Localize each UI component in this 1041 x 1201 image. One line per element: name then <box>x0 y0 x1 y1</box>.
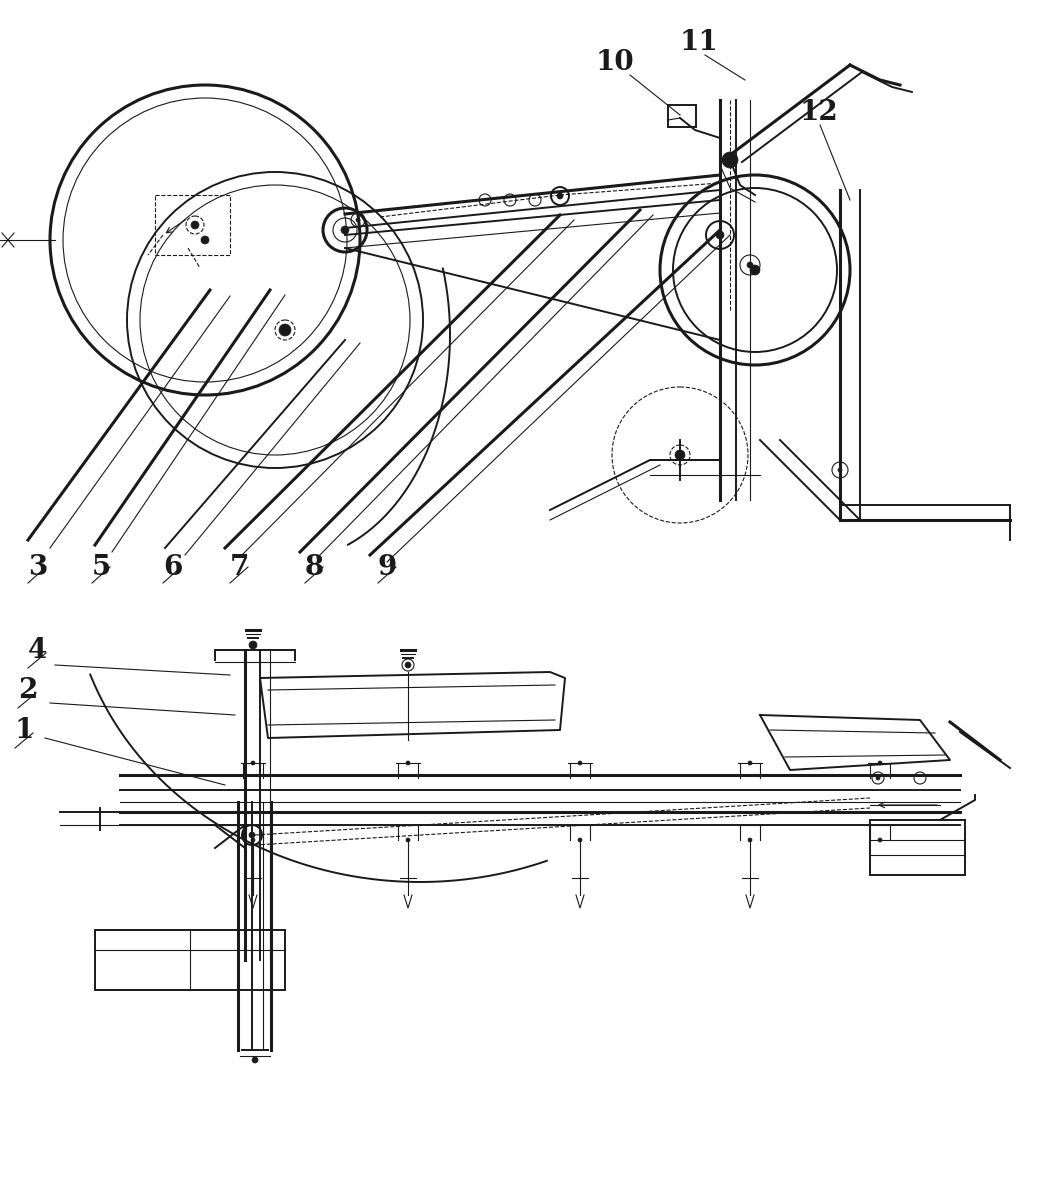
Circle shape <box>201 237 209 244</box>
Circle shape <box>747 262 753 268</box>
Circle shape <box>875 776 880 779</box>
Text: 9: 9 <box>378 554 398 581</box>
Circle shape <box>341 226 349 234</box>
Circle shape <box>675 450 685 460</box>
Circle shape <box>838 468 842 472</box>
Text: 1: 1 <box>15 717 34 743</box>
Circle shape <box>249 832 255 838</box>
Text: 8: 8 <box>305 554 324 581</box>
Circle shape <box>878 838 882 842</box>
Circle shape <box>578 761 582 765</box>
Circle shape <box>748 838 752 842</box>
Text: 5: 5 <box>92 554 111 581</box>
Circle shape <box>878 761 882 765</box>
Text: 6: 6 <box>163 554 182 581</box>
Circle shape <box>750 265 760 275</box>
Circle shape <box>252 1057 258 1063</box>
Circle shape <box>405 662 411 668</box>
Circle shape <box>191 221 199 229</box>
Circle shape <box>557 193 563 199</box>
Text: 12: 12 <box>799 98 839 126</box>
Bar <box>668 104 696 127</box>
Text: 11: 11 <box>680 29 718 56</box>
Circle shape <box>406 838 410 842</box>
Text: 10: 10 <box>596 49 635 76</box>
Circle shape <box>578 838 582 842</box>
Text: 4: 4 <box>28 637 47 664</box>
Circle shape <box>251 761 255 765</box>
Circle shape <box>748 761 752 765</box>
Circle shape <box>279 324 291 336</box>
Circle shape <box>251 838 255 842</box>
Bar <box>155 195 230 255</box>
Bar <box>870 820 965 876</box>
Circle shape <box>406 761 410 765</box>
Circle shape <box>249 641 257 649</box>
Circle shape <box>716 231 723 239</box>
Bar <box>95 930 285 990</box>
Text: 7: 7 <box>230 554 250 581</box>
Text: 3: 3 <box>28 554 47 581</box>
Circle shape <box>356 219 360 222</box>
Text: 2: 2 <box>18 677 37 704</box>
Circle shape <box>722 153 738 168</box>
